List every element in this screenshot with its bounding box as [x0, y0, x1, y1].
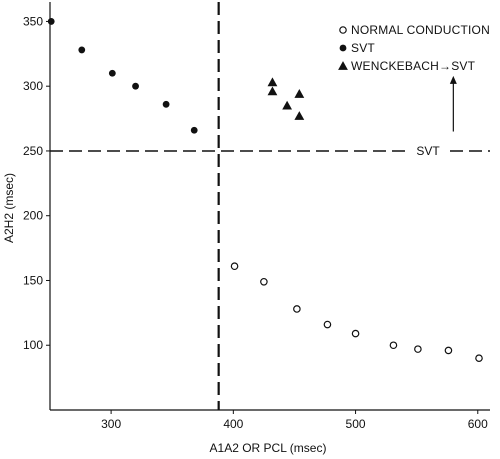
filled-triangle-point — [267, 86, 278, 96]
legend-entry-label: WENCKEBACH→SVT — [351, 59, 476, 73]
data-points — [47, 18, 483, 362]
open-circle-point — [389, 341, 398, 350]
annotation-arrow-head — [449, 75, 457, 84]
filled-circle-point — [108, 69, 116, 77]
y-tick-label: 300 — [23, 79, 43, 93]
open-circle-point — [351, 329, 360, 338]
y-axis-label: A2H2 (msec) — [2, 173, 16, 243]
x-tick-label: 500 — [346, 417, 366, 431]
filled-triangle-point — [267, 77, 278, 87]
legend: NORMAL CONDUCTION SVT WENCKEBACH→SVT — [338, 23, 490, 73]
x-tick-label: 300 — [101, 417, 121, 431]
y-tick-label: 350 — [23, 14, 43, 28]
open-circle-point — [230, 262, 239, 271]
open-circle-point — [339, 26, 347, 34]
x-axis-label: A1A2 OR PCL (msec) — [210, 441, 327, 455]
filled-triangle-point — [282, 100, 293, 110]
open-circle-point — [414, 345, 422, 353]
filled-circle-point — [47, 18, 55, 25]
filled-triangle-point — [338, 61, 348, 70]
y-tick-label: 200 — [23, 209, 43, 223]
filled-circle-point — [190, 126, 198, 134]
filled-circle-point — [339, 44, 347, 52]
axes-frame — [49, 2, 490, 411]
x-tick-label: 600 — [468, 417, 488, 431]
filled-circle-point — [162, 100, 170, 108]
svt-threshold-label: SVT — [416, 144, 440, 158]
open-circle-point — [475, 354, 483, 362]
filled-triangle-point — [294, 89, 305, 98]
open-circle-point — [260, 277, 268, 286]
filled-triangle-point — [294, 111, 305, 120]
tick-labels: 300 400 500 600 100 150 200 250 300 350 — [23, 14, 488, 431]
legend-entry-label: SVT — [351, 41, 375, 55]
open-circle-point — [444, 346, 453, 355]
legend-entry-label: NORMAL CONDUCTION — [351, 23, 490, 37]
y-tick-label: 100 — [23, 338, 43, 352]
y-tick-label: 250 — [23, 144, 43, 158]
reference-lines — [50, 2, 490, 410]
filled-circle-point — [78, 46, 86, 54]
x-tick-label: 400 — [223, 417, 243, 431]
filled-circle-point — [132, 82, 139, 90]
open-circle-point — [323, 320, 332, 329]
y-tick-label: 150 — [23, 273, 43, 287]
open-circle-point — [293, 305, 301, 313]
